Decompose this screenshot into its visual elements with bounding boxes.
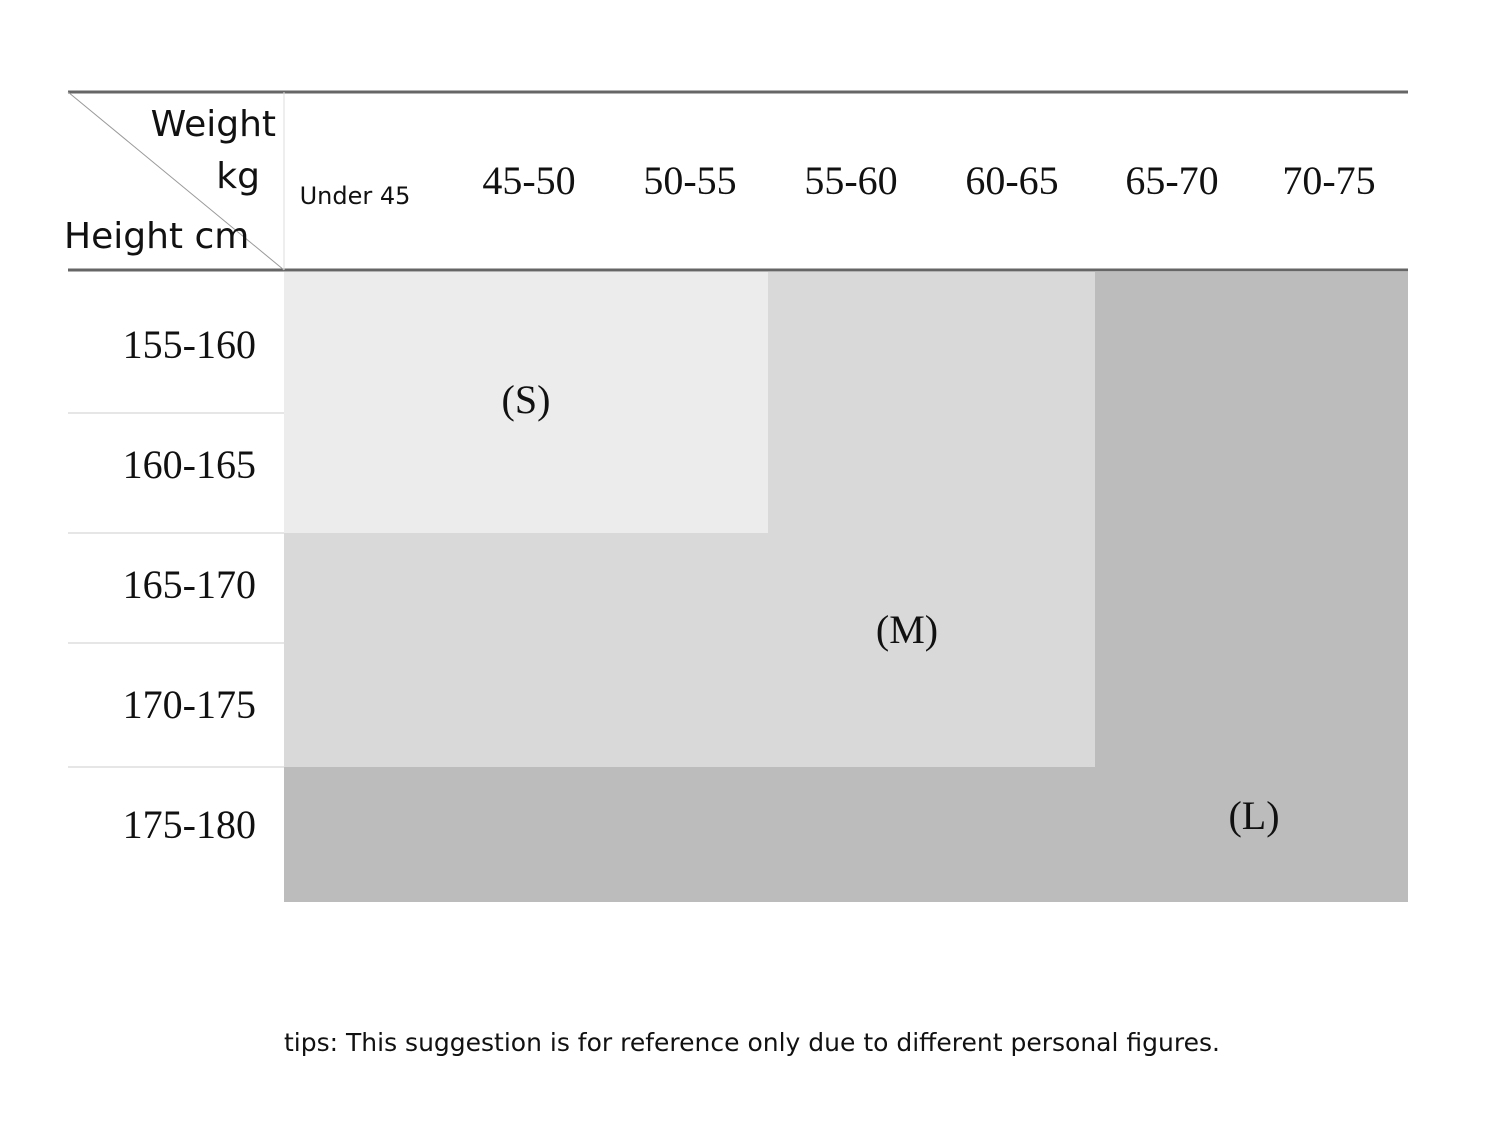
size-s-region <box>284 272 768 533</box>
unit-label: kg <box>216 156 260 197</box>
size-label: (L) <box>1228 793 1279 838</box>
height-label: Height cm <box>64 216 249 257</box>
row-header: 165-170 <box>123 562 256 607</box>
row-header: 175-180 <box>123 802 256 847</box>
corner-diagonal <box>67 91 285 271</box>
row-header: 160-165 <box>123 442 256 487</box>
size-label: (S) <box>502 377 551 422</box>
row-header: 170-175 <box>123 682 256 727</box>
column-header: 60-65 <box>965 158 1058 203</box>
column-header: 65-70 <box>1125 158 1218 203</box>
size-label: (M) <box>876 607 938 652</box>
weight-label: Weight <box>151 104 276 145</box>
column-header: 70-75 <box>1282 158 1375 203</box>
column-header: 50-55 <box>643 158 736 203</box>
column-header: 45-50 <box>482 158 575 203</box>
tips: tips: This suggestion is for reference o… <box>284 1028 1220 1057</box>
row-header: 155-160 <box>123 322 256 367</box>
column-header: Under 45 <box>300 182 411 210</box>
column-header: 55-60 <box>804 158 897 203</box>
